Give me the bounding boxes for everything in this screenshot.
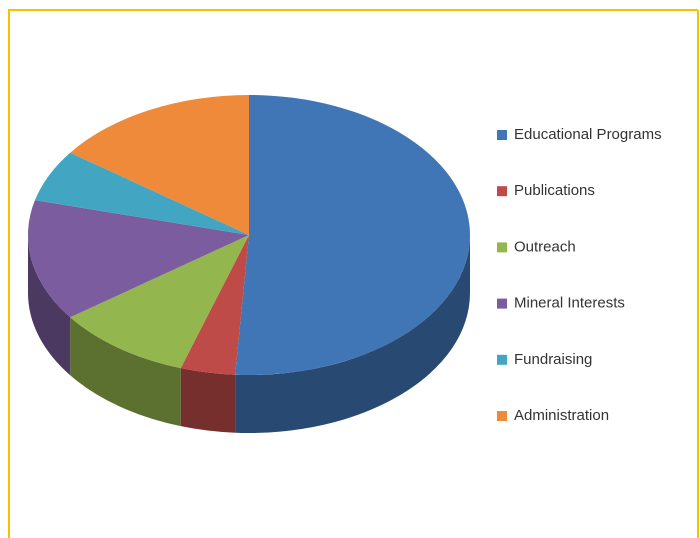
legend-swatch xyxy=(497,411,507,421)
slice-side xyxy=(235,235,470,433)
legend-label: Administration xyxy=(514,407,609,424)
pie xyxy=(27,95,470,433)
legend-label: Fundraising xyxy=(514,351,592,368)
slice-side xyxy=(70,317,181,427)
slice xyxy=(34,152,250,235)
legend-label: Publications xyxy=(514,182,595,199)
legend-swatch xyxy=(497,242,507,253)
legend-label: Mineral Interests xyxy=(514,295,625,312)
legend-swatch xyxy=(497,354,507,365)
legend-label: Outreach xyxy=(514,238,576,255)
slice-side xyxy=(180,368,236,433)
legend-label: Educational Programs xyxy=(514,126,662,143)
legend-swatch xyxy=(497,186,507,197)
slice xyxy=(235,95,470,375)
slice xyxy=(70,95,249,235)
legend-swatch xyxy=(497,298,507,309)
legend-swatch xyxy=(497,130,507,140)
slice xyxy=(70,235,249,369)
slice-side xyxy=(28,235,71,376)
slice xyxy=(27,200,249,318)
slice xyxy=(180,235,249,375)
legend: Educational Programs Publications Outreach… xyxy=(497,126,662,424)
